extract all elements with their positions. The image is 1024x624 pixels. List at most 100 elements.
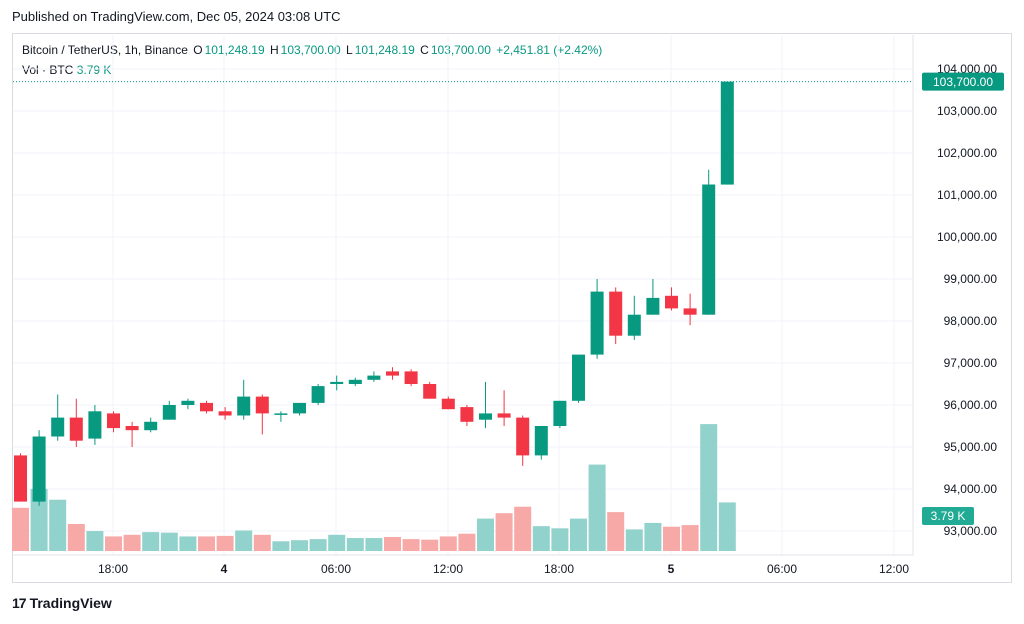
candle-body [609,291,623,336]
last-volume-badge: 3.79 K [922,507,974,525]
time-tick-label: 5 [668,562,675,576]
candle-body [572,354,585,401]
candle-body [330,381,344,384]
volume-bar [570,518,587,551]
price-axis: 104,000.00 103,000.00 102,000.00 101,000.00… [13,35,998,556]
low-value: 101,248.19 [354,43,415,57]
open-label: O [193,43,203,57]
time-tick-label: 4 [221,562,228,576]
time-tick-label: 12:00 [879,562,909,576]
candle-body [218,411,232,416]
price-tick-label: 94,000.00 [944,482,998,496]
volume-bar [663,526,680,551]
volume-bar [30,488,48,551]
candle-body [125,426,139,431]
volume-bar [625,529,643,551]
candle-body [627,314,641,336]
time-axis: 18:00 4 06:00 12:00 18:00 5 06:00 12:00 [98,562,909,576]
volume-bar [718,502,736,551]
open-value: 101,248.19 [204,43,265,57]
candle-body [479,413,492,420]
candle-body [274,413,288,415]
candle-body [460,407,474,422]
volume-bar [607,512,625,551]
candle-body [181,400,195,405]
chart-frame[interactable] [12,33,1012,583]
volume-bars [12,424,736,551]
volume-bar [346,538,364,551]
volume-bar [12,507,29,551]
volume-bar [365,538,383,551]
candle-body [441,398,455,410]
price-tick-label: 99,000.00 [944,272,998,286]
candle-body [348,379,362,384]
candle-body [311,386,325,403]
volume-bar [291,540,308,551]
volume-value: 3.79 K [76,63,112,77]
time-tick-label: 06:00 [321,562,351,576]
candle-body [69,417,83,441]
candle-body [665,295,678,309]
volume-bar [198,536,215,551]
price-tick-label: 97,000.00 [944,356,998,370]
volume-bar [253,534,271,551]
candle-body [702,184,716,315]
candle-body [88,411,102,439]
close-label: C [420,43,429,57]
volume-bar [458,533,476,551]
candle-body [683,308,697,315]
volume-bar [216,535,234,551]
volume-name[interactable]: Vol · BTC [22,63,74,77]
volume-bar [514,506,532,551]
candle-body [237,396,251,416]
volume-bar [309,539,327,551]
candle-body [255,396,269,414]
price-tick-label: 96,000.00 [944,398,998,412]
last-volume-badge-text: 3.79 K [931,509,966,523]
price-tick-label: 104,000.00 [937,62,997,76]
candle-body [107,413,120,429]
volume-bar [700,424,718,551]
volume-bar [142,532,160,551]
volume-bar [328,534,346,551]
volume-bar [384,536,401,551]
volume-bar [681,525,699,551]
volume-bar [551,528,569,551]
volume-bar [67,524,85,551]
price-tick-label: 101,000.00 [937,188,997,202]
volume-bar [49,499,67,551]
price-tick-label: 103,000.00 [937,104,997,118]
candle-body [32,436,46,502]
tradingview-logo[interactable]: 17 TradingView [12,595,112,611]
volume-bar [272,541,290,551]
candle-body [497,413,511,418]
candle-body [162,405,176,420]
volume-bar [179,536,197,551]
candle-body [553,400,567,426]
candle-body [367,375,381,380]
volume-bar [402,539,420,551]
time-tick-label: 12:00 [433,562,463,576]
time-tick-label: 18:00 [544,562,574,576]
symbol-label[interactable]: Bitcoin / TetherUS, 1h, Binance [22,43,188,57]
candle-body [386,371,399,376]
candle-body [14,455,27,502]
candle-body [51,417,65,437]
grid-lines [13,35,913,555]
price-tick-label: 100,000.00 [937,230,997,244]
volume-bar [495,513,513,551]
last-price-badge-bg [922,72,1004,91]
candle-body [293,402,306,414]
price-tick-label: 102,000.00 [937,146,997,160]
volume-bar [477,518,494,551]
volume-bar [235,530,253,551]
volume-bar [644,522,662,551]
volume-bar [439,536,457,551]
candle-body [516,417,530,456]
last-price-badge: 103,700.00 [922,72,1004,91]
low-label: L [346,43,353,57]
price-tick-label: 93,000.00 [944,524,998,538]
tradingview-logo-icon: 17 [12,595,27,611]
volume-bar [160,532,178,551]
